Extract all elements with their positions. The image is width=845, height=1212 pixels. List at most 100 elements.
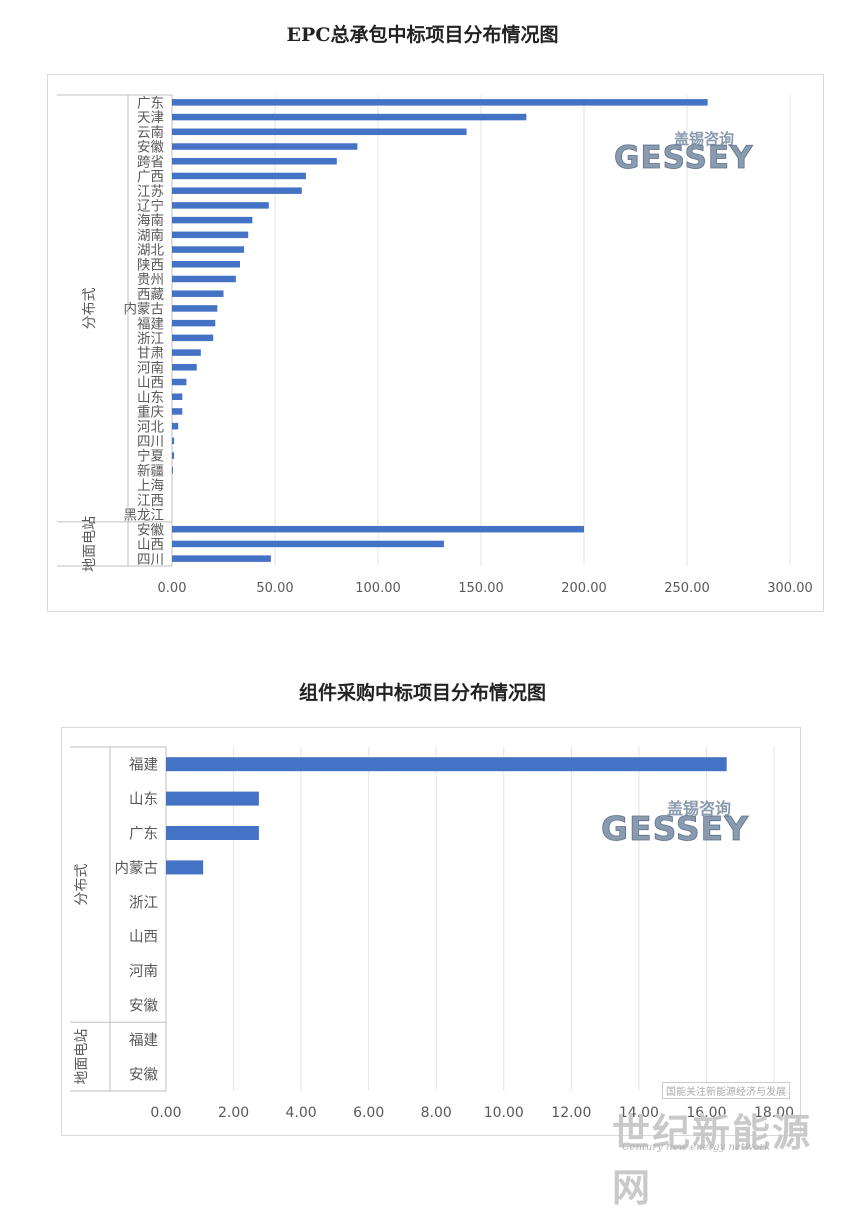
chart1-bar bbox=[172, 393, 183, 400]
chart1-x-tick-label: 150.00 bbox=[458, 581, 504, 596]
chart2-category-label: 福建 bbox=[129, 757, 158, 774]
chart2-x-tick-label: 0.00 bbox=[150, 1105, 181, 1121]
chart1-bar bbox=[172, 540, 444, 548]
gessey-logo-cn-2: 盖锡咨询 bbox=[667, 799, 731, 818]
chart2-x-tick-label: 18.00 bbox=[754, 1105, 794, 1121]
site-watermark: 国能关注新能源经济与发展 世纪新能源网 Century new energy n… bbox=[612, 1082, 837, 1210]
chart1-category-label: 内蒙古 bbox=[124, 302, 165, 318]
chart2-bar bbox=[166, 826, 259, 840]
chart1-bar bbox=[172, 246, 245, 253]
chart2-x-tick-label: 14.00 bbox=[619, 1105, 659, 1121]
chart1-bar bbox=[172, 452, 175, 459]
chart2-category-label: 浙江 bbox=[129, 894, 158, 911]
chart2-x-tick-label: 6.00 bbox=[353, 1105, 384, 1121]
site-watermark-en: Century new energy network bbox=[622, 1142, 771, 1153]
chart1-bar bbox=[172, 113, 527, 121]
chart1-category-label: 山东 bbox=[137, 390, 164, 406]
chart1-bar bbox=[172, 261, 240, 268]
chart2-title: 组件采购中标项目分布情况图 bbox=[298, 682, 546, 704]
chart1-bar bbox=[172, 128, 467, 136]
chart2-category-label: 内蒙古 bbox=[115, 860, 159, 877]
chart1-bar bbox=[172, 202, 269, 209]
chart1-bar bbox=[172, 157, 337, 165]
gessey-logo: 盖锡咨询 GESSEY bbox=[614, 130, 753, 172]
chart1-bar bbox=[172, 172, 306, 180]
chart1-bar bbox=[172, 143, 358, 150]
chart1-category-label: 江苏 bbox=[137, 184, 164, 200]
chart1-title: EPC总承包中标项目分布情况图 bbox=[286, 24, 559, 46]
chart2-category-label: 广东 bbox=[129, 826, 158, 843]
chart2-category-label: 安徽 bbox=[129, 1066, 158, 1083]
chart1-frame bbox=[47, 74, 824, 612]
chart2-bar bbox=[166, 860, 204, 875]
chart1-x-tick-label: 50.00 bbox=[256, 581, 293, 596]
chart1-svg: 0.00 50.00 100.00 150.00 200.00 250.00 300.00 广… bbox=[57, 94, 813, 596]
chart1-category-label: 贵州 bbox=[137, 272, 164, 288]
chart2-category-label: 安徽 bbox=[129, 998, 158, 1015]
chart2-frame bbox=[61, 727, 801, 1136]
chart2-bar bbox=[166, 757, 727, 772]
chart2-category-label: 山东 bbox=[129, 791, 158, 808]
chart1-group-label: 分布式 bbox=[82, 287, 98, 329]
chart1-category-label: 广东 bbox=[137, 95, 164, 111]
chart1-category-label: 山西 bbox=[137, 537, 164, 553]
chart1-category-label: 江西 bbox=[137, 493, 164, 509]
chart2-category-label: 山西 bbox=[129, 929, 158, 946]
chart1-bar bbox=[172, 349, 201, 356]
chart1-bar bbox=[172, 525, 584, 533]
chart2-group-label: 分布式 bbox=[74, 864, 90, 906]
site-watermark-cn: 世纪新能源网 bbox=[612, 1110, 813, 1210]
gessey-logo-2: 盖锡咨询 GESSEY bbox=[601, 799, 749, 844]
chart1-category-label: 四川 bbox=[137, 552, 164, 568]
chart1-x-tick-label: 100.00 bbox=[355, 581, 401, 596]
chart1-bar bbox=[172, 334, 214, 342]
chart1-bar bbox=[172, 408, 183, 415]
chart1-category-label: 广西 bbox=[137, 169, 164, 185]
chart1-category-label: 上海 bbox=[137, 478, 164, 494]
chart1-category-label: 安徽 bbox=[137, 522, 164, 538]
chart1-bar bbox=[172, 364, 197, 371]
gessey-logo-en-2: GESSEY bbox=[601, 809, 749, 844]
chart1-category-label: 新疆 bbox=[137, 463, 164, 479]
chart1-bar bbox=[172, 231, 249, 239]
chart2-x-tick-label: 8.00 bbox=[421, 1105, 452, 1121]
chart1-x-tick-label: 0.00 bbox=[158, 581, 187, 596]
chart1-category-label: 河北 bbox=[137, 419, 164, 435]
chart1-category-label: 湖南 bbox=[137, 228, 164, 244]
chart1-bar bbox=[172, 99, 708, 106]
chart2-x-tick-label: 10.00 bbox=[484, 1105, 524, 1121]
gessey-logo-cn: 盖锡咨询 bbox=[674, 130, 734, 148]
chart2-group-label: 地面电站 bbox=[74, 1029, 90, 1085]
chart1-category-label: 重庆 bbox=[137, 405, 164, 421]
chart1-category-label: 浙江 bbox=[137, 331, 164, 347]
chart1-x-tick-label: 250.00 bbox=[664, 581, 710, 596]
chart2-x-tick-label: 4.00 bbox=[286, 1105, 317, 1121]
chart1-x-tick-label: 300.00 bbox=[767, 581, 813, 596]
chart1-x-tick-label: 200.00 bbox=[561, 581, 607, 596]
chart1-category-label: 福建 bbox=[137, 316, 164, 332]
chart1-bar bbox=[172, 422, 179, 430]
chart2-category-label: 河南 bbox=[129, 963, 158, 980]
chart2-category-label: 福建 bbox=[129, 1032, 158, 1049]
chart2-x-tick-label: 16.00 bbox=[686, 1105, 726, 1121]
chart1-bar bbox=[172, 290, 224, 297]
chart1-bar bbox=[172, 319, 216, 327]
chart1-bar bbox=[172, 216, 253, 224]
chart1-category-label: 山西 bbox=[137, 375, 164, 391]
chart1-category-label: 宁夏 bbox=[137, 448, 164, 465]
chart1-bar bbox=[172, 275, 236, 283]
chart1-bar bbox=[172, 305, 218, 312]
chart1-category-label: 跨省 bbox=[137, 154, 164, 170]
chart2-x-tick-label: 2.00 bbox=[218, 1105, 249, 1121]
chart1-category-label: 陕西 bbox=[137, 257, 164, 273]
chart1-category-label: 云南 bbox=[137, 125, 164, 141]
chart1-category-label: 辽宁 bbox=[137, 198, 164, 215]
site-watermark-note: 国能关注新能源经济与发展 bbox=[662, 1082, 790, 1099]
chart1-category-label: 天津 bbox=[137, 110, 164, 126]
chart1-category-label: 甘肃 bbox=[137, 346, 164, 362]
chart1-category-label: 海南 bbox=[137, 213, 164, 229]
chart1-bar bbox=[172, 378, 187, 386]
chart1-category-label: 四川 bbox=[137, 434, 164, 450]
chart1-category-label: 西藏 bbox=[137, 287, 164, 303]
chart2-x-tick-label: 12.00 bbox=[551, 1105, 591, 1121]
